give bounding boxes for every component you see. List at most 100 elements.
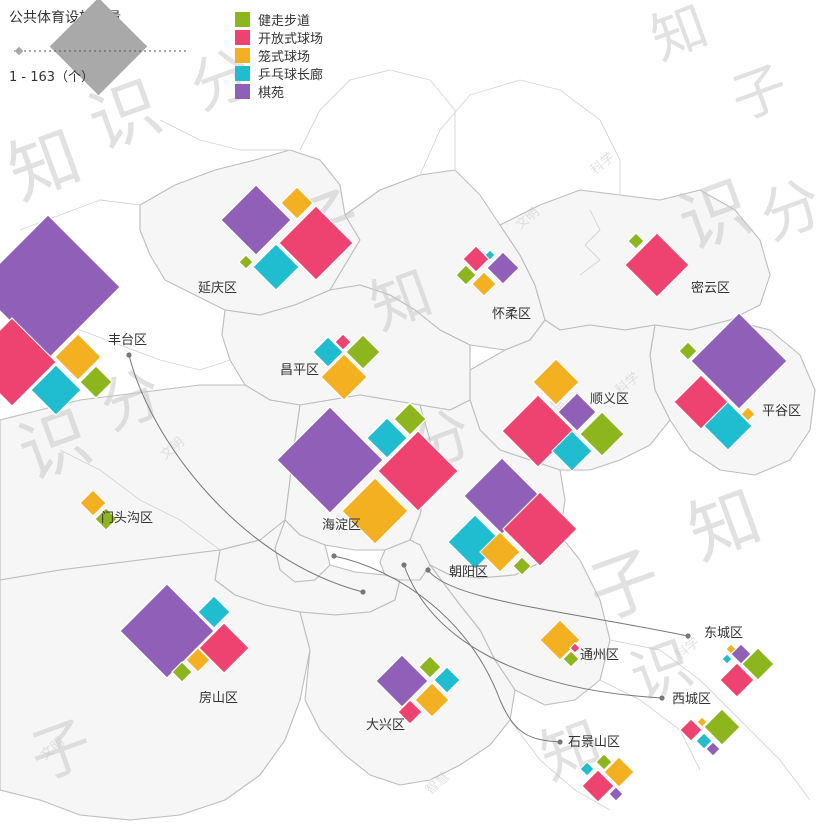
district-label: 房山区 [199,690,238,706]
district-glyph [312,333,381,401]
diamond-mark-cage [320,353,368,401]
diamond-mark-pingpong [312,336,344,368]
district-label: 平谷区 [762,404,801,419]
district-glyph [447,457,578,576]
diamond-mark-walk [418,655,442,679]
legend-swatch-walk [235,12,250,27]
diamond-mark-cage [414,682,450,718]
diamond-mark-chess [690,312,788,410]
diamond-mark-open [334,333,352,351]
leader-dot [401,562,407,568]
diamond-mark-walk [171,661,193,683]
leader-line-dongcheng [427,569,689,637]
district-label: 大兴区 [366,718,405,733]
diamond-mark-cage [280,186,314,220]
district-glyph [501,358,625,472]
district-glyph [673,312,788,451]
diamond-mark-walk [238,254,254,270]
legend-swatch-pingpong [235,66,250,81]
diamond-mark-open [278,205,354,281]
district-label: 昌平区 [280,363,319,378]
watermark-glyph: 知 [643,0,717,72]
diamond-mark-open [397,699,423,725]
district-label: 顺义区 [590,392,629,407]
diamond-mark-chess [557,392,597,432]
leader-dot [685,633,691,639]
diamond-mark-open [502,491,578,567]
leader-dot [360,589,366,595]
diamond-mark-chess [705,741,721,757]
diamond-mark-walk [455,264,477,286]
district-glyph [276,402,459,545]
district-label: 西城区 [672,692,711,707]
leader-dot [425,567,431,573]
diamond-mark-cage [54,333,102,381]
district-glyph [220,184,354,291]
diamond-mark-pingpong [197,595,231,629]
diamond-mark-cage [532,358,580,406]
legend-label-pingpong: 乒乓球长廊 [258,67,323,83]
leader-dot [331,553,337,559]
diamond-mark-chess [119,583,215,679]
leader-lines [128,354,689,743]
diamond-mark-chess [276,406,384,514]
diamond-mark-pingpong [484,249,496,261]
diamond-mark-chess [220,184,292,256]
diamond-mark-cage [479,531,521,573]
district-glyph [0,214,121,416]
diamond-mark-walk [627,232,645,250]
district-label: 朝阳区 [449,565,488,580]
diamond-mark-pingpong [433,666,461,694]
diamond-mark-chess [375,654,429,708]
diamond-mark-pingpong [703,401,753,451]
diamond-mark-open [581,769,615,803]
district-label: 延庆区 [198,281,237,296]
legend-label-cage: 笼式球场 [258,49,310,65]
size-legend-small-diamond [14,46,24,56]
leader-dots [126,352,691,745]
diamond-mark-cage [79,489,107,517]
district-label: 石景山区 [568,735,620,750]
district-label: 丰台区 [108,333,147,348]
district-glyph [624,232,690,298]
diamond-mark-pingpong [551,430,593,472]
diamond-mark-walk [94,507,118,531]
legend-swatch-cage [235,48,250,63]
legend-label-chess: 棋苑 [258,86,284,101]
district-glyph [719,643,775,698]
diamond-mark-walk [512,556,532,576]
diamond-mark-pingpong [366,417,408,459]
diamond-mark-cage [740,406,756,422]
legend-label-walk: 健走步道 [258,14,310,29]
size-legend-range: 1 - 163（个） [9,70,94,85]
diamond-mark-walk [562,650,580,668]
leader-dot [659,695,665,701]
diamond-mark-open [377,430,459,512]
diamond-mark-pingpong [30,364,82,416]
diamond-mark-cage [539,619,581,661]
diamond-mark-walk [678,341,698,361]
diamond-mark-walk [393,402,427,436]
diamond-mark-chess [486,251,520,285]
district-label: 海淀区 [322,518,361,533]
diamond-mark-open [0,317,57,407]
diamond-mark-chess [730,643,752,665]
district-glyph [375,654,461,725]
watermark-glyph: 子 [723,53,797,132]
leader-line-fengtai [128,354,364,593]
district-label: 门头沟区 [101,511,153,526]
district-label: 东城区 [704,626,743,641]
district-glyph [79,489,118,531]
district-glyph [539,619,581,668]
district-glyph [579,753,635,803]
diamond-mark-cage [696,716,708,728]
district-glyph [679,708,741,757]
diamond-mark-chess [608,786,624,802]
district-label: 通州区 [580,648,619,663]
watermark-glyph: 分 [751,168,823,254]
watermark-glyph: 知 [0,115,92,216]
diamond-mark-walk [595,753,613,771]
diamond-mark-open [569,642,581,654]
